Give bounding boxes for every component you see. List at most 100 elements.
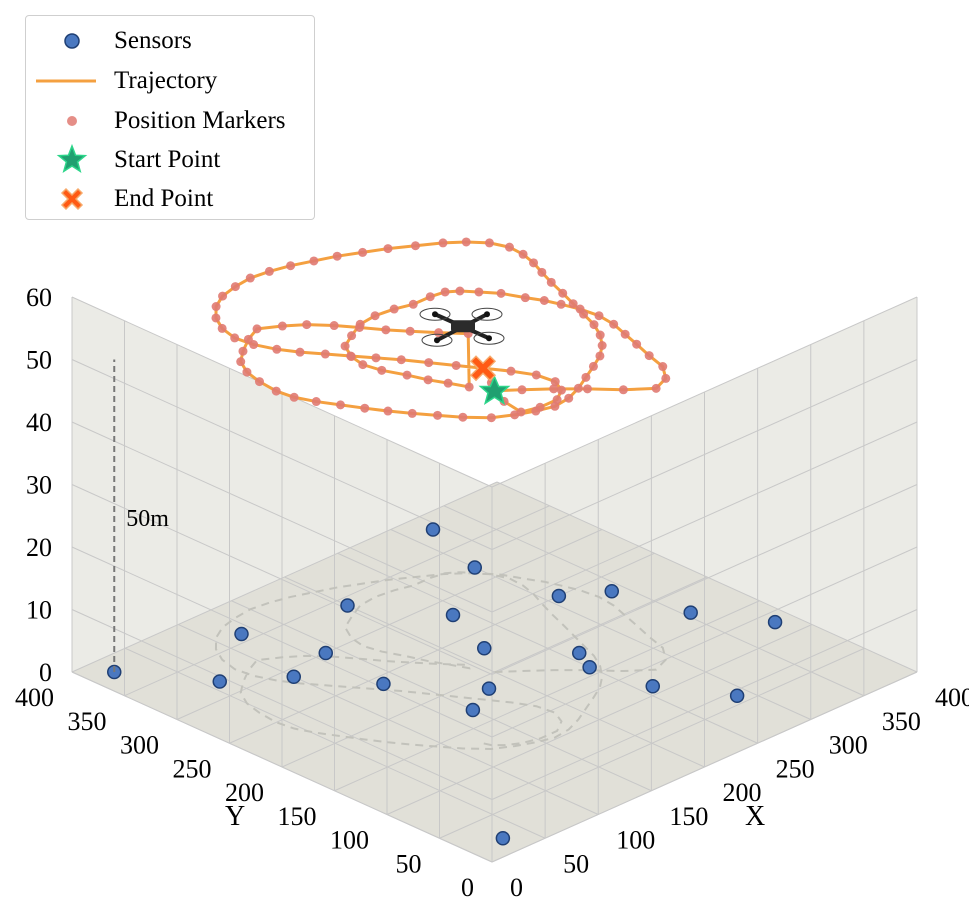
- position-marker: [632, 339, 642, 349]
- position-marker: [438, 238, 448, 248]
- position-marker: [546, 277, 556, 287]
- grid-line: [176, 529, 603, 720]
- position-marker: [573, 383, 583, 393]
- position-marker: [425, 292, 435, 302]
- position-marker: [405, 326, 415, 336]
- z-tick-label: 10: [26, 596, 52, 625]
- sensor-point: [477, 641, 492, 656]
- position-marker: [211, 302, 221, 312]
- position-marker: [360, 403, 370, 413]
- start-point-marker: [478, 374, 511, 405]
- position-marker: [516, 407, 526, 417]
- altitude-annotation-label: 50m: [126, 506, 169, 532]
- x-tick-label: 250: [776, 754, 815, 783]
- line-icon: [36, 79, 96, 83]
- grid-line: [71, 546, 493, 738]
- y-tick-label: 300: [120, 731, 159, 760]
- position-marker: [389, 304, 399, 314]
- position-marker: [309, 256, 319, 266]
- position-marker: [474, 287, 484, 297]
- grid-line: [71, 484, 493, 675]
- legend-label-trajectory: Trajectory: [114, 67, 218, 94]
- position-marker: [383, 406, 393, 416]
- legend-item-start-point: Start Point: [26, 140, 314, 180]
- position-marker: [332, 251, 342, 261]
- position-marker: [589, 320, 599, 330]
- sensor-point: [467, 560, 482, 575]
- grid-line: [229, 552, 655, 744]
- position-marker: [443, 378, 453, 388]
- position-marker: [644, 351, 654, 361]
- trajectory-layer: [211, 237, 671, 423]
- position-marker: [581, 372, 591, 382]
- position-marker: [484, 238, 494, 248]
- annotation-layer: 50m: [113, 359, 169, 672]
- grid-lines: [71, 296, 918, 863]
- position-marker: [440, 287, 450, 297]
- position-marker: [236, 357, 246, 367]
- position-marker: [651, 383, 661, 393]
- position-marker: [496, 288, 506, 298]
- position-marker: [347, 331, 357, 341]
- position-marker: [535, 402, 545, 412]
- position-marker: [537, 267, 547, 277]
- sensor-point: [340, 598, 355, 613]
- legend-label-start-point: Start Point: [114, 146, 221, 173]
- position-marker: [597, 341, 607, 350]
- sensor-point: [445, 607, 461, 623]
- position-marker: [506, 366, 516, 376]
- position-marker: [549, 384, 559, 394]
- y-tick-label: 100: [330, 826, 369, 855]
- z-tick-label: 20: [26, 533, 52, 562]
- axis-ticks: 0501001502002503003504000501001502002503…: [15, 283, 969, 902]
- legend-item-end-point: End Point: [26, 179, 314, 219]
- sensor-point: [318, 645, 333, 661]
- x-tick-label: 350: [882, 707, 921, 736]
- grid-line: [491, 484, 918, 675]
- trajectory-floor-shadow: [214, 571, 667, 750]
- floor-shadow-layer: [214, 571, 667, 750]
- position-marker: [455, 286, 465, 296]
- drone-motor: [434, 337, 440, 344]
- legend-item-position-markers: Position Markers: [26, 101, 314, 141]
- position-marker: [370, 311, 380, 321]
- position-marker: [531, 370, 541, 380]
- position-marker: [550, 377, 560, 387]
- position-marker: [433, 410, 443, 420]
- position-marker: [504, 242, 514, 252]
- drone-rotor: [473, 331, 505, 345]
- position-marker: [518, 249, 528, 259]
- position-marker: [539, 296, 549, 305]
- x-tick-label: 50: [563, 849, 589, 878]
- drone-body: [451, 320, 475, 333]
- position-marker: [217, 323, 227, 333]
- sensor-point: [683, 605, 698, 620]
- position-marker: [556, 299, 566, 309]
- position-marker: [424, 358, 434, 368]
- legend: Sensors Trajectory Position Markers Star…: [25, 15, 315, 220]
- grid-line: [71, 359, 493, 550]
- drone-rotor: [471, 307, 503, 321]
- position-marker: [383, 244, 393, 254]
- position-marker: [579, 309, 589, 319]
- sensor-point: [729, 688, 745, 703]
- position-marker: [271, 386, 281, 396]
- position-marker: [408, 299, 418, 309]
- sensor-point: [286, 669, 301, 684]
- z-tick-label: 0: [39, 658, 52, 687]
- position-marker: [218, 291, 228, 301]
- position-marker: [618, 385, 628, 395]
- legend-label-sensors: Sensors: [114, 27, 192, 54]
- grid-line: [491, 671, 918, 863]
- drone-motor: [486, 335, 492, 342]
- x-mark-icon: [60, 187, 84, 211]
- position-marker: [423, 375, 433, 385]
- z-tick-label: 50: [26, 346, 52, 375]
- position-marker: [595, 330, 605, 340]
- z-tick-label: 40: [26, 408, 52, 437]
- position-marker: [582, 384, 592, 394]
- position-marker: [329, 321, 339, 331]
- position-marker: [252, 324, 262, 334]
- drone-motor: [484, 311, 490, 318]
- sensor-layer: [107, 522, 783, 846]
